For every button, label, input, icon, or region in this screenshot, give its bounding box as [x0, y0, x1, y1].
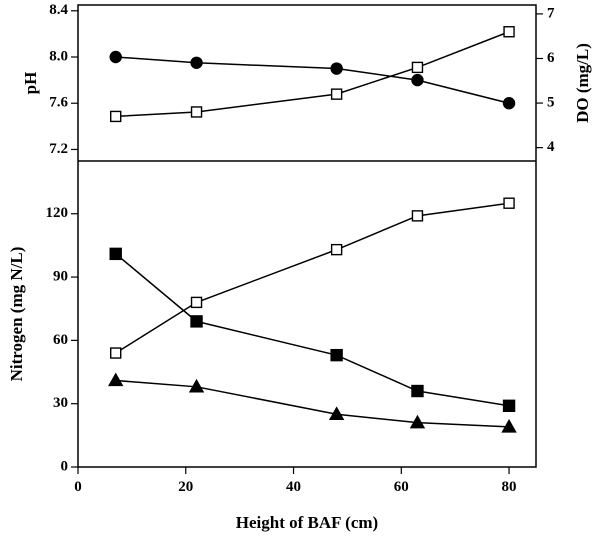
do-tick-label: 7: [547, 5, 555, 21]
top-series-0-point: [190, 56, 203, 69]
x-tick-label: 40: [286, 479, 301, 495]
ph-tick-label: 8.4: [49, 2, 68, 18]
bottom-series-0-point: [330, 243, 343, 256]
top-series-0-point: [330, 62, 343, 75]
ph-axis-title: pH: [21, 72, 40, 95]
bottom-series-1-point: [109, 247, 122, 261]
x-tick-label: 80: [502, 479, 517, 495]
bottom-series-2-point: [188, 378, 205, 393]
x-tick-label: 60: [394, 479, 409, 495]
top-series-1-point: [110, 110, 122, 123]
nitrogen-axis-title: Nitrogen (mg N/L): [7, 247, 26, 382]
top-series-0-point: [502, 97, 516, 110]
nitrogen-tick-label: 90: [53, 269, 68, 285]
top-series-0-point: [109, 50, 122, 64]
bottom-series-2-point: [108, 372, 124, 387]
top-series-0-line: [115, 56, 510, 104]
bottom-series-0-point: [190, 296, 203, 309]
bottom-panel-axes: 0 30 60 90 120 0 20 40 60 80: [46, 205, 517, 495]
do-tick-label: 4: [547, 139, 555, 155]
ph-tick-label: 7.6: [49, 95, 68, 111]
bottom-series-0-point: [411, 210, 424, 222]
do-axis-title: DO (mg/L): [573, 43, 592, 123]
bottom-series-2-point: [501, 418, 517, 433]
nitrogen-tick-label: 30: [53, 395, 68, 411]
bottom-series-2-line: [115, 379, 510, 428]
nitrogen-tick-label: 120: [46, 205, 69, 221]
x-axis-title: Height of BAF (cm): [236, 513, 378, 532]
bottom-series-0-point: [503, 197, 515, 209]
bottom-series-1-point: [190, 315, 203, 328]
top-series-0-point: [411, 73, 424, 87]
top-panel-axes: 7.2 7.6 8.0 8.4 4 5 6 7: [49, 2, 555, 157]
bottom-series-1-point: [502, 399, 516, 412]
do-tick-label: 6: [547, 50, 555, 66]
plot-frame: [77, 4, 537, 468]
top-series-1-point: [190, 106, 203, 118]
bottom-series-2-point: [409, 414, 426, 429]
top-series-1-point: [330, 88, 343, 100]
bottom-series-0-line: [115, 202, 510, 354]
do-tick-label: 5: [547, 94, 555, 110]
nitrogen-tick-label: 0: [61, 458, 69, 474]
bottom-series-1-line: [115, 253, 510, 407]
series-layer: [108, 26, 517, 433]
x-tick-label: 20: [178, 479, 193, 495]
bottom-series-0-point: [110, 347, 122, 359]
ph-tick-label: 8.0: [49, 48, 68, 64]
top-series-1-point: [411, 61, 424, 74]
ph-tick-label: 7.2: [49, 141, 68, 157]
top-series-1-line: [115, 31, 510, 118]
nitrogen-tick-label: 60: [53, 332, 68, 348]
top-series-1-point: [503, 26, 515, 38]
x-tick-label: 0: [74, 479, 82, 495]
bottom-series-1-point: [411, 384, 424, 398]
bottom-series-1-point: [330, 348, 343, 362]
bottom-series-2-point: [328, 406, 345, 420]
